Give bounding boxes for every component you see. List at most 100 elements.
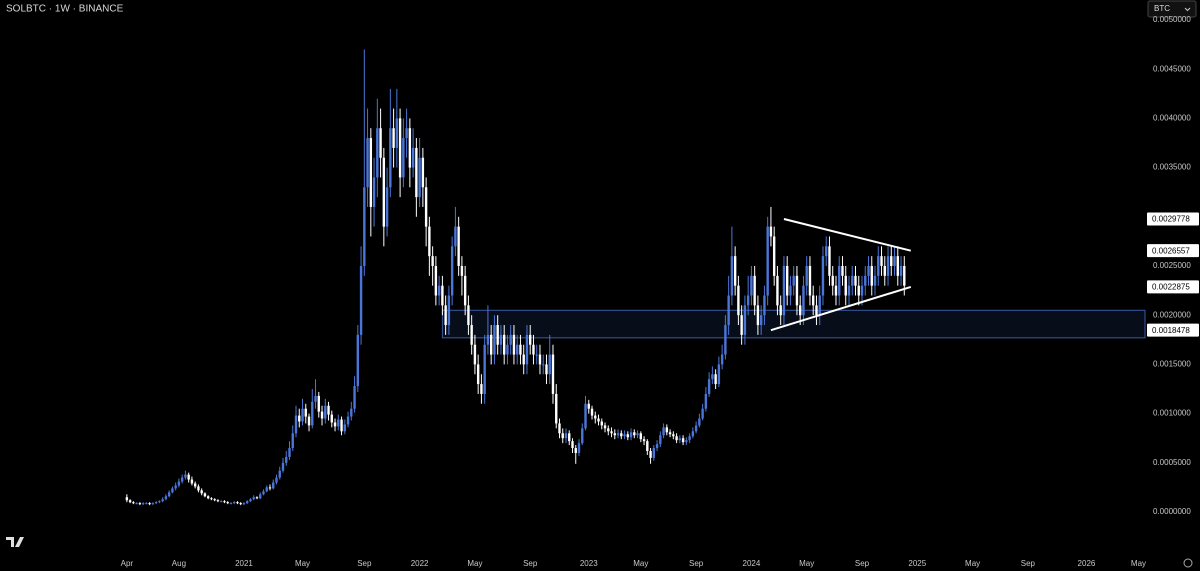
logo [6,537,24,547]
y-tick-label: 0.0040000 [1153,113,1191,122]
candle-body [564,433,568,439]
price-label-box [1147,212,1199,226]
y-tick-label: 0.0000000 [1153,507,1191,516]
candle-body [571,441,574,449]
candle-body [756,305,760,326]
chevron[interactable] [1184,7,1191,12]
candle-body [688,436,691,441]
candle-body [642,439,646,442]
candle-body [899,265,903,276]
candle-body [184,474,187,478]
x-tick-label: May [295,559,310,568]
candle-body [733,256,737,286]
candle-body [226,502,229,504]
candle-body [242,503,246,505]
x-tick-label: May [633,559,648,568]
candle-body [301,408,304,422]
candle-body [151,503,155,505]
candle-body [229,503,233,505]
candle-body [590,408,594,416]
candle-body [808,265,812,296]
candle-body [620,433,623,437]
candle-body [535,354,538,356]
candle-body [415,147,418,198]
candle-body [847,285,851,296]
candle-body [233,502,236,504]
y-tick-label: 0.0005000 [1153,458,1191,467]
candle-body [587,403,590,409]
candle-body [584,403,587,429]
candle-body [337,419,340,427]
x-tick-label: Aug [172,559,186,568]
candle-body [867,265,870,276]
candle-body [772,236,776,276]
candle-body [711,374,714,380]
x-tick-label: 2026 [1078,559,1096,568]
candle-body [317,395,320,412]
candle-body [857,285,860,296]
candle-body [789,285,792,296]
trendline [770,285,912,332]
candle-body [785,265,789,296]
candle-body [395,118,399,148]
candle-body [275,477,278,483]
candle-body [467,305,470,326]
candle-body [405,128,408,139]
candle-body [854,275,857,286]
candle-body [223,501,226,503]
y-tick-label: 0.0025000 [1153,261,1191,270]
candle-body [398,118,402,178]
candle-body [431,256,434,266]
x-tick-label: Sep [1021,559,1036,568]
x-tick-label: Sep [855,559,870,568]
candle-body [473,344,477,365]
gear[interactable] [1183,558,1193,568]
x-tick-label: 2022 [411,559,429,568]
candle-body [864,275,867,286]
x-tick-label: 2021 [235,559,253,568]
candle-body [262,491,265,495]
candle-body [454,226,457,247]
candle-body [421,157,425,188]
candle-body [385,187,389,227]
candle-body [210,498,213,500]
candle-body [890,256,893,266]
candle-body [135,503,138,505]
candle-body [516,344,519,355]
candle-body [802,285,805,316]
candle-body [333,422,337,427]
candle-body [346,416,350,425]
candle-body [633,432,636,436]
y-tick-label: 0.0015000 [1153,360,1191,369]
settings-icon[interactable] [1183,558,1193,568]
candle-body [327,405,330,415]
candle-body [174,485,177,489]
button-box[interactable] [1147,0,1197,18]
candle-body [428,226,431,257]
x-tick-label: May [965,559,980,568]
candle-body [219,501,223,503]
candle-body [376,128,379,178]
candle-body [551,354,555,394]
candle-body [499,334,503,345]
candle-body [707,379,711,394]
candle-body [766,226,769,296]
candle-body [255,497,259,499]
symbol-button[interactable]: BTC [1147,0,1197,18]
candle-body [216,500,220,502]
candle-body [870,265,873,286]
price-label-box [1147,323,1199,337]
button-label[interactable]: BTC [1154,4,1170,13]
candle-body [506,344,509,355]
candle-body [200,490,203,494]
candle-body [662,427,665,436]
candle-body [730,256,734,296]
candle-body [851,275,854,286]
candle-body [678,438,682,441]
candle-body [307,416,311,426]
candle-body [594,415,597,419]
trendline [783,218,912,252]
candle-body [636,433,639,436]
candle-body [798,305,802,316]
